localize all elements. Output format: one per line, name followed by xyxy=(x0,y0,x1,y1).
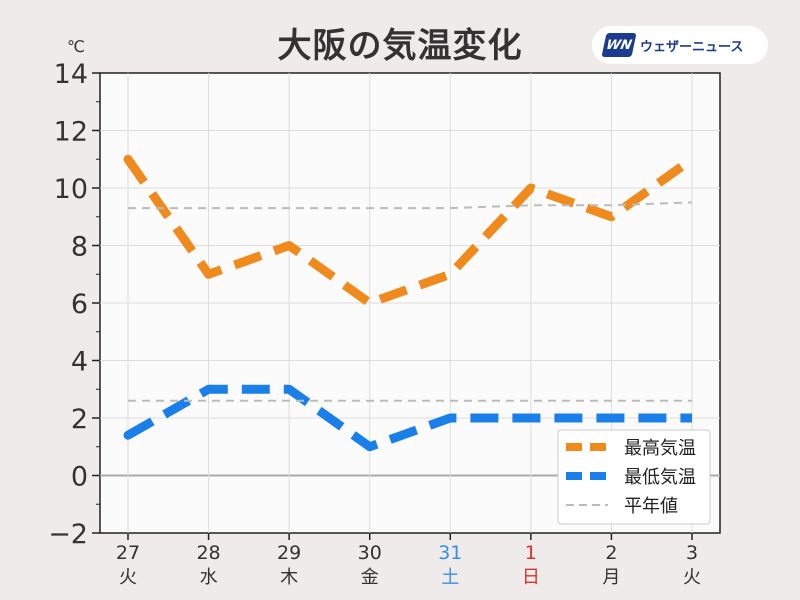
series-line-2 xyxy=(128,201,693,210)
series-line-1 xyxy=(125,384,692,452)
y-tick-label: 12 xyxy=(54,117,88,148)
x-tick-day-label: 火 xyxy=(683,567,701,588)
series-start-point xyxy=(123,154,133,164)
x-tick-day-label: 土 xyxy=(441,567,459,588)
x-tick-date-label: 2 xyxy=(605,542,617,564)
x-tick-day-label: 水 xyxy=(200,567,218,588)
x-tick-day-label: 日 xyxy=(522,567,540,588)
weathernews-logo-text: ウェザーニュース xyxy=(640,39,744,55)
y-axis-unit: ℃ xyxy=(67,37,85,56)
x-tick-day-label: 月 xyxy=(602,567,620,588)
legend-label: 最低気温 xyxy=(624,467,696,488)
y-tick-label: 0 xyxy=(71,462,88,493)
series-line-0 xyxy=(124,155,695,308)
y-tick-label: −2 xyxy=(48,519,88,550)
x-tick-date-label: 27 xyxy=(116,542,140,564)
x-tick-day-label: 木 xyxy=(280,567,298,588)
x-tick-date-label: 1 xyxy=(525,542,537,564)
legend-label: 最高気温 xyxy=(624,438,696,459)
y-tick-label: 4 xyxy=(71,347,88,378)
x-tick-date-label: 29 xyxy=(277,542,301,564)
x-tick-date-label: 3 xyxy=(686,542,698,564)
weathernews-logo: WN ウェザーニュース xyxy=(592,26,768,64)
x-tick-day-label: 金 xyxy=(361,567,379,588)
legend-label: 平年値 xyxy=(624,496,678,517)
y-tick-label: 10 xyxy=(54,174,88,205)
x-tick-date-label: 28 xyxy=(196,542,220,564)
x-tick-day-label: 火 xyxy=(119,567,137,588)
chart-title: 大阪の気温変化 xyxy=(277,26,523,66)
x-tick-date-label: 31 xyxy=(438,542,462,564)
series-start-point xyxy=(123,430,133,440)
legend-box xyxy=(557,429,711,525)
x-tick-date-label: 30 xyxy=(358,542,382,564)
y-tick-label: 8 xyxy=(71,232,88,263)
y-tick-label: 14 xyxy=(54,59,88,90)
y-tick-label: 6 xyxy=(71,289,88,320)
y-tick-label: 2 xyxy=(71,404,88,435)
